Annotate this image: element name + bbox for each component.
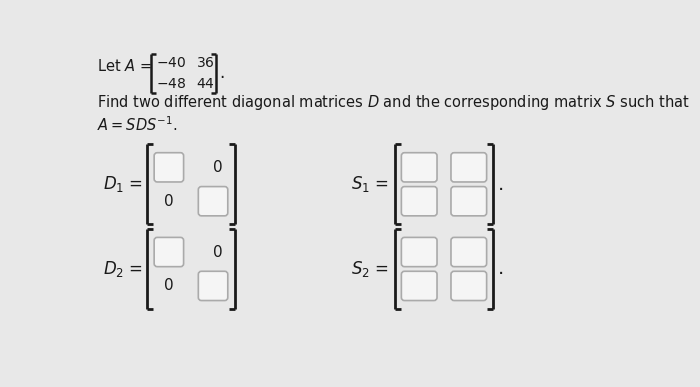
FancyBboxPatch shape (401, 153, 437, 182)
FancyBboxPatch shape (451, 187, 486, 216)
Text: 0: 0 (164, 194, 174, 209)
Text: 0: 0 (213, 160, 223, 175)
FancyBboxPatch shape (198, 271, 228, 301)
Text: $D_1$ =: $D_1$ = (103, 174, 143, 194)
FancyBboxPatch shape (154, 153, 183, 182)
FancyBboxPatch shape (451, 237, 486, 267)
Text: $-40$: $-40$ (155, 57, 186, 70)
Text: Find two different diagonal matrices $D$ and the corresponding matrix $S$ such t: Find two different diagonal matrices $D$… (97, 92, 690, 111)
Text: .: . (498, 259, 504, 279)
Text: $36$: $36$ (196, 57, 215, 70)
Text: $-48$: $-48$ (155, 77, 186, 91)
Text: $D_2$ =: $D_2$ = (103, 259, 143, 279)
FancyBboxPatch shape (401, 237, 437, 267)
FancyBboxPatch shape (401, 271, 437, 301)
FancyBboxPatch shape (451, 153, 486, 182)
Text: $S_2$ =: $S_2$ = (351, 259, 389, 279)
Text: $.$: $.$ (219, 64, 225, 82)
Text: Let $A$ =: Let $A$ = (97, 58, 152, 74)
Text: 0: 0 (164, 278, 174, 293)
Text: 0: 0 (213, 245, 223, 260)
Text: $44$: $44$ (196, 77, 215, 91)
FancyBboxPatch shape (451, 271, 486, 301)
Text: $S_1$ =: $S_1$ = (351, 174, 389, 194)
FancyBboxPatch shape (154, 237, 183, 267)
Text: $A = SDS^{-1}$.: $A = SDS^{-1}$. (97, 116, 177, 134)
Text: .: . (498, 175, 504, 194)
FancyBboxPatch shape (198, 187, 228, 216)
FancyBboxPatch shape (401, 187, 437, 216)
